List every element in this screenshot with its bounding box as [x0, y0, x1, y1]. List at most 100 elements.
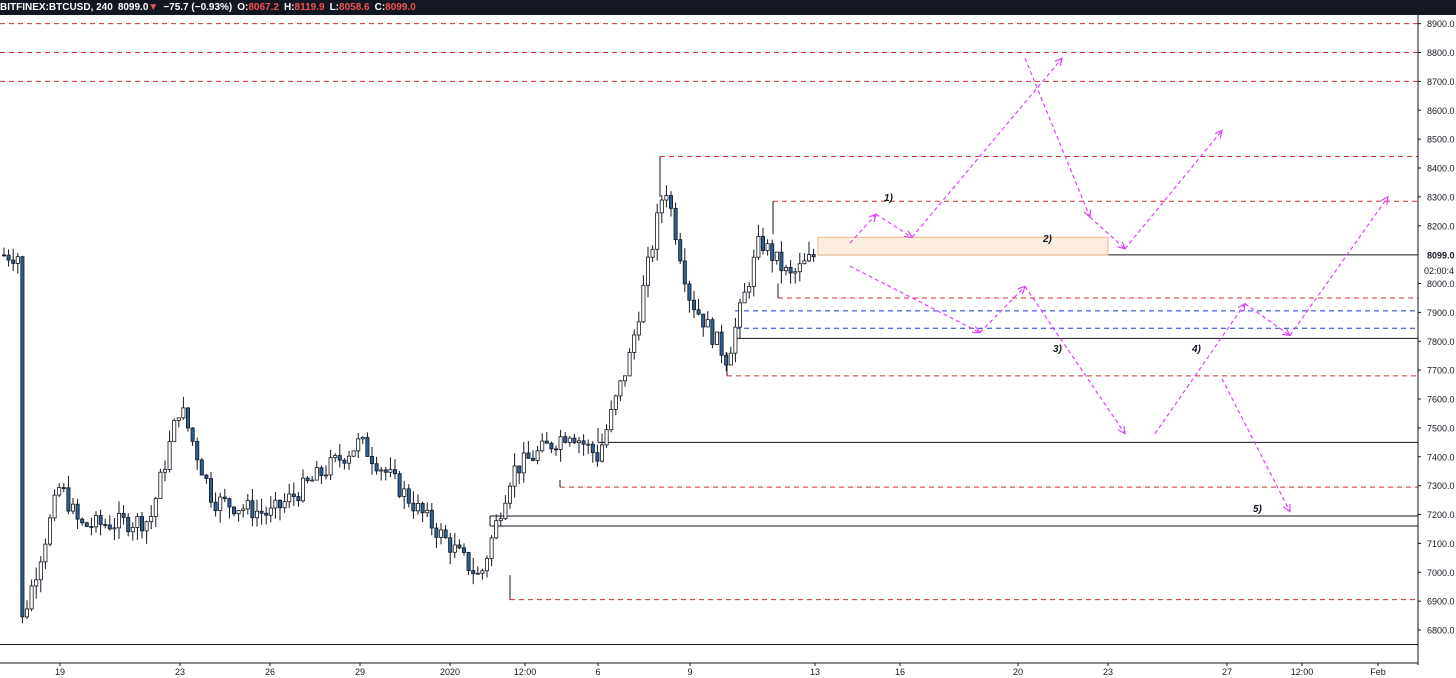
- candle-body: [75, 503, 80, 520]
- price-tick-label: 8400.0: [1427, 164, 1455, 174]
- scenario-label[interactable]: 2): [1042, 234, 1053, 245]
- time-tick-label: 16: [895, 667, 905, 677]
- last-price-axis-label: 8099.0: [1427, 250, 1455, 260]
- projection-segment[interactable]: [875, 213, 912, 237]
- candle-body: [296, 496, 301, 502]
- candle-body: [172, 420, 177, 442]
- candle-body: [15, 256, 20, 264]
- price-tick-label: 7000.0: [1427, 568, 1455, 578]
- candle-body: [323, 474, 328, 477]
- price-tick-label: 7500.0: [1427, 423, 1455, 433]
- projection-segment[interactable]: [849, 265, 980, 332]
- candle-body: [259, 510, 264, 514]
- projection-segment[interactable]: [1289, 197, 1388, 336]
- time-tick-label: 6: [595, 667, 600, 677]
- candle-body: [139, 516, 144, 532]
- price-tick-label: 7700.0: [1427, 366, 1455, 376]
- candle-body: [57, 487, 62, 496]
- candle-body: [558, 436, 563, 450]
- time-tick-label: 2020: [440, 667, 460, 677]
- projection-segment[interactable]: [1154, 304, 1245, 434]
- candle-body: [751, 256, 756, 287]
- candle-body: [770, 243, 775, 261]
- projection-segment[interactable]: [1024, 286, 1125, 433]
- projection-segment[interactable]: [979, 286, 1025, 334]
- candle-body: [245, 500, 250, 510]
- candle-body: [208, 478, 213, 503]
- scenario-label[interactable]: 1): [884, 193, 894, 204]
- candle-body: [107, 524, 112, 530]
- candle-body: [696, 309, 701, 315]
- candle-body: [443, 529, 448, 539]
- scenario-label[interactable]: 4): [1191, 344, 1202, 355]
- target-zone: [817, 236, 1109, 256]
- candle-body: [52, 494, 57, 519]
- candle-body: [646, 256, 651, 286]
- candle-body: [287, 493, 292, 503]
- candle-body: [705, 319, 710, 328]
- interval[interactable]: 240: [96, 2, 113, 13]
- price-axis[interactable]: 8900.0 8800.0 8700.0 8600.0 8500.0 8400.0 8300…: [1417, 15, 1456, 665]
- candle-body: [20, 256, 25, 618]
- candle-body: [581, 440, 586, 445]
- candle-body: [24, 608, 29, 618]
- projection-segment[interactable]: [1221, 378, 1290, 512]
- time-tick-label: 26: [265, 667, 275, 677]
- candle-body: [724, 354, 729, 366]
- candle-body: [388, 469, 393, 473]
- candle-body: [669, 195, 674, 209]
- candle-body: [392, 469, 397, 475]
- candle-body: [595, 452, 600, 462]
- candle-body: [673, 207, 678, 241]
- last-price: 8099.0: [117, 2, 149, 13]
- candle-body: [374, 463, 379, 472]
- projection-segment[interactable]: [1244, 303, 1290, 336]
- candle-body: [471, 570, 476, 574]
- candle-body: [406, 488, 411, 504]
- candle-body: [185, 407, 190, 429]
- time-tick-label: Feb: [1370, 667, 1386, 677]
- candle-body: [379, 469, 384, 472]
- low-label: L:: [329, 2, 340, 13]
- candle-body: [6, 254, 11, 261]
- candle-body: [43, 543, 48, 563]
- zone-box[interactable]: [817, 236, 1109, 256]
- candle-body: [438, 529, 443, 538]
- price-tick-label: 8700.0: [1427, 77, 1455, 87]
- projection-segment[interactable]: [1024, 58, 1090, 217]
- candle-body: [204, 474, 209, 479]
- candle-body: [613, 395, 618, 410]
- countdown-label: 02:00:4: [1424, 266, 1454, 276]
- candle-body: [231, 506, 236, 515]
- scenario-labels: 1) 2) 3) 4) 5): [884, 193, 1263, 515]
- candle-body: [742, 291, 747, 304]
- candle-body: [494, 520, 499, 539]
- candle-body: [563, 436, 568, 443]
- candle-body: [162, 469, 167, 473]
- projection-segment[interactable]: [911, 58, 1062, 238]
- time-tick-label: 12:00: [514, 667, 537, 677]
- candle-body: [80, 518, 85, 524]
- candle-body: [793, 271, 798, 274]
- time-axis[interactable]: 19 23 26 29 2020 12:00 6 9 13 16 20 23 27 12:00 Feb: [0, 662, 1418, 677]
- candle-body: [61, 487, 66, 489]
- symbol-name[interactable]: BITFINEX:BTCUSD: [0, 2, 91, 13]
- candle-body: [797, 263, 802, 273]
- candle-body: [71, 503, 76, 512]
- candle-body: [682, 260, 687, 285]
- candle-body: [609, 409, 614, 431]
- projection-segment[interactable]: [1089, 216, 1125, 249]
- candle-body: [802, 260, 807, 265]
- price-tick-label: 7200.0: [1427, 510, 1455, 520]
- candle-body: [788, 267, 793, 274]
- candle-body: [701, 313, 706, 328]
- scenario-label[interactable]: 3): [1053, 344, 1063, 355]
- close-value: 8099.0: [385, 2, 416, 13]
- open-value: 8067.2: [248, 2, 279, 13]
- candle-body: [461, 547, 466, 553]
- candle-body: [480, 570, 485, 574]
- scenario-label[interactable]: 5): [1253, 504, 1263, 515]
- projection-segment[interactable]: [1124, 130, 1222, 250]
- time-tick-label: 23: [1103, 667, 1113, 677]
- price-chart[interactable]: 1) 2) 3) 4) 5) 8900.0 8800.0 8700.0 8600.0 8500.…: [0, 15, 1456, 678]
